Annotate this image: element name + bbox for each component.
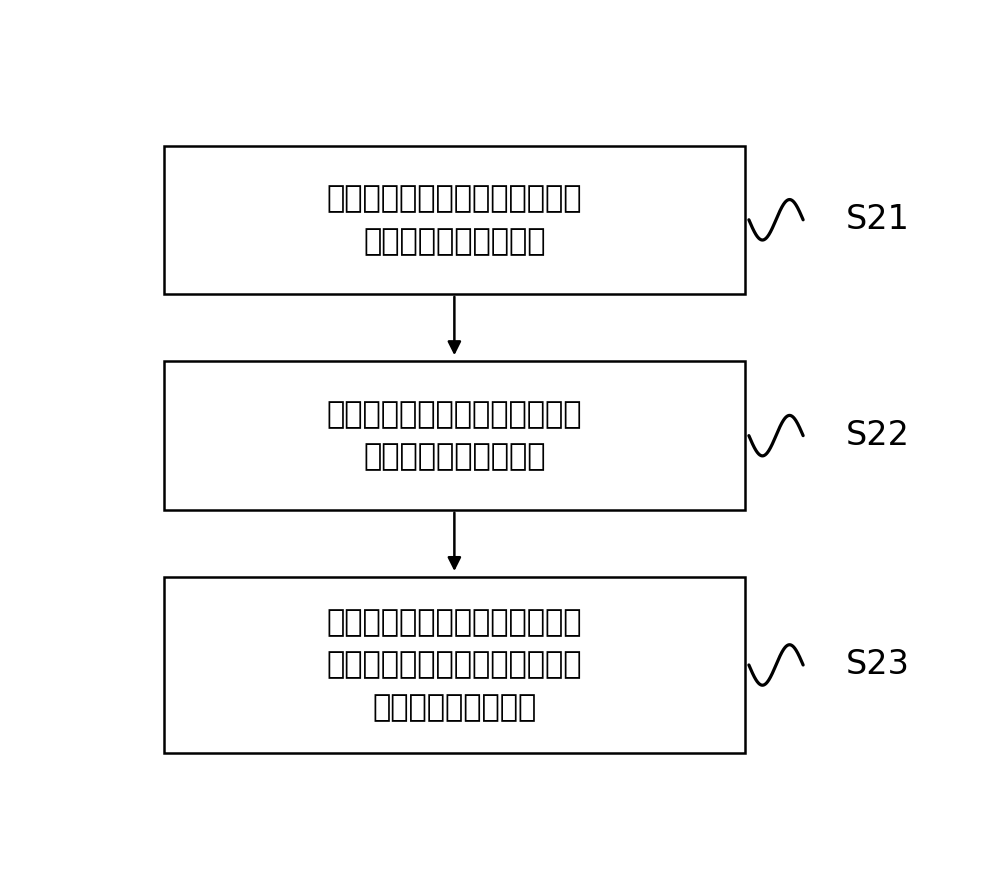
Bar [164,145,745,294]
Text: 采用所述变分模态分解，对所述
振动信号进行时频域特征提取，
获得时频域特征数据: 采用所述变分模态分解，对所述 振动信号进行时频域特征提取， 获得时频域特征数据 [327,608,582,723]
Text: S21: S21 [846,203,910,237]
Text: S23: S23 [846,648,910,682]
Bar [164,362,745,510]
Text: 对所述振动信号进行时域特征提
取，获得时域特征数据: 对所述振动信号进行时域特征提 取，获得时域特征数据 [327,184,582,256]
Bar [164,577,745,752]
Text: S22: S22 [846,419,910,452]
Text: 对所述振动信号进行频域特征提
取，获得频域特征数据: 对所述振动信号进行频域特征提 取，获得频域特征数据 [327,399,582,471]
